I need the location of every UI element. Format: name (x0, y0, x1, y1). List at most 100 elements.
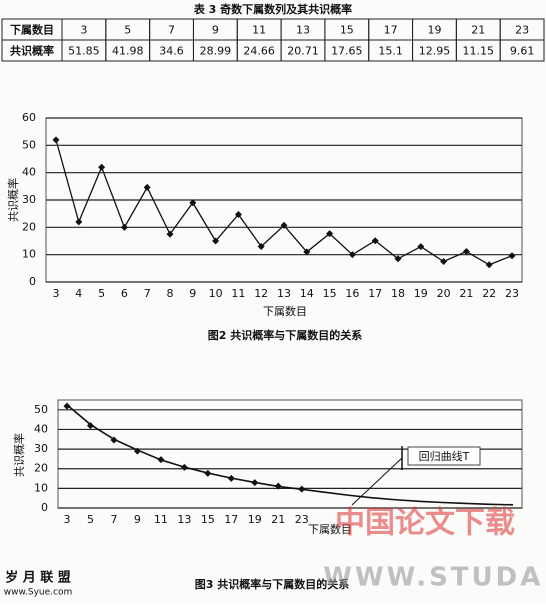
table-text: 34.6 (159, 45, 184, 58)
data-point (86, 422, 94, 430)
table-text: 20.71 (287, 45, 319, 58)
data-point (98, 163, 106, 171)
data-point (348, 251, 356, 259)
y-axis-label: 共识概率 (6, 178, 20, 222)
y-tick-label: 30 (34, 442, 48, 455)
x-tick-label: 22 (482, 287, 496, 300)
x-axis-label: 下属数目 (308, 523, 352, 536)
x-tick-label: 11 (154, 513, 168, 526)
data-point (133, 447, 141, 455)
table-text: 共识概率 (10, 44, 54, 58)
data-point (52, 136, 60, 144)
x-tick-label: 5 (87, 513, 94, 526)
x-tick-label: 9 (134, 513, 141, 526)
data-point (120, 223, 128, 231)
x-tick-label: 11 (231, 287, 245, 300)
data-point (166, 230, 174, 238)
y-tick-label: 50 (34, 403, 48, 416)
x-tick-label: 4 (75, 287, 82, 300)
data-point (303, 248, 311, 256)
table-text: 17.65 (331, 45, 363, 58)
data-point (180, 463, 188, 471)
caption: 图2 共识概率与下属数目的关系 (208, 328, 362, 342)
x-tick-label: 23 (295, 513, 309, 526)
table-text: 24.66 (243, 45, 275, 58)
x-tick-label: 18 (391, 287, 405, 300)
data-point (508, 252, 516, 260)
data-point (63, 402, 71, 410)
x-tick-label: 3 (53, 287, 60, 300)
x-tick-label: 15 (323, 287, 337, 300)
data-point (280, 221, 288, 229)
y-tick-label: 30 (22, 193, 36, 206)
y-axis-label: 共识概率 (12, 433, 26, 477)
data-point (485, 261, 493, 269)
x-tick-label: 8 (167, 287, 174, 300)
data-point (227, 474, 235, 482)
annotation: 回归曲线T (419, 449, 470, 463)
x-tick-label: 21 (271, 513, 285, 526)
watermark: www.Syue.com (4, 588, 72, 598)
table-text: 17 (384, 24, 398, 37)
x-tick-label: 12 (254, 287, 268, 300)
data-point (212, 237, 220, 245)
x-tick-label: 21 (459, 287, 473, 300)
data-point (371, 237, 379, 245)
y-tick-label: 40 (22, 166, 36, 179)
data-point (462, 248, 470, 256)
data-point (251, 479, 259, 487)
regression-curve (66, 404, 514, 506)
y-tick-label: 10 (34, 481, 48, 494)
y-tick-label: 20 (34, 462, 48, 475)
annotation-arrow (351, 457, 403, 506)
table-text: 3 (80, 24, 87, 37)
x-tick-label: 13 (277, 287, 291, 300)
data-point (204, 469, 212, 477)
x-tick-label: 13 (177, 513, 191, 526)
x-tick-label: 7 (110, 513, 117, 526)
table-text: 15 (340, 24, 354, 37)
data-point (298, 485, 306, 493)
x-tick-label: 10 (209, 287, 223, 300)
data-point (110, 436, 118, 444)
table-text: 12.95 (419, 45, 451, 58)
x-tick-label: 15 (201, 513, 215, 526)
data-point (417, 243, 425, 251)
table-text: 23 (515, 24, 529, 37)
data-point (157, 456, 165, 464)
x-tick-label: 14 (300, 287, 314, 300)
y-tick-label: 10 (22, 248, 36, 261)
y-tick-label: 0 (29, 275, 36, 288)
data-point (326, 230, 334, 238)
table-title: 表 3 奇数下属数列及其共识概率 (193, 2, 352, 16)
y-tick-label: 50 (22, 138, 36, 151)
data-point (234, 210, 242, 218)
table-text: 下属数目 (10, 23, 54, 37)
table-text: 15.1 (378, 45, 403, 58)
data-point (274, 482, 282, 490)
x-axis-label: 下属数目 (263, 305, 307, 318)
table-text: 9 (212, 24, 219, 37)
x-tick-label: 20 (437, 287, 451, 300)
table-text: 51.85 (68, 45, 100, 58)
y-tick-label: 60 (22, 111, 36, 124)
table-text: 11.15 (463, 45, 495, 58)
x-tick-label: 17 (224, 513, 238, 526)
table-text: 11 (252, 24, 266, 37)
data-point (440, 258, 448, 265)
table-text: 19 (427, 24, 441, 37)
x-tick-label: 19 (414, 287, 428, 300)
watermark: 岁 月 联 盟 (5, 570, 71, 586)
x-tick-label: 16 (345, 287, 359, 300)
figure-2: 0 10 20 30 40 50 60 3 4 5 6 7 8 9 10 11 12 13 14 15 16 17 18 19… (6, 111, 523, 342)
caption: 图3 共识概率与下属数目的关系 (195, 577, 349, 591)
data-point (257, 242, 265, 250)
table-text: 21 (471, 24, 485, 37)
annotation-box (407, 446, 481, 466)
watermark: 中国论文下载 (335, 506, 515, 541)
table-text: 13 (296, 24, 310, 37)
x-tick-label: 17 (368, 287, 382, 300)
